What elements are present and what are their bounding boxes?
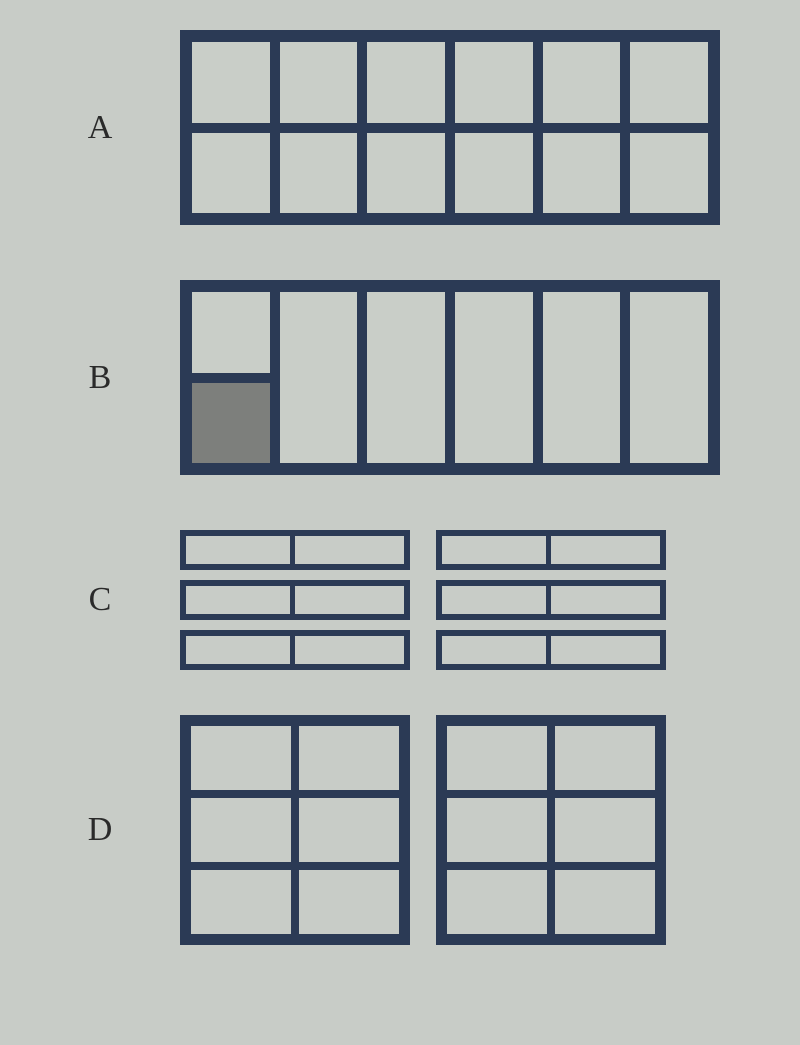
c-row — [180, 530, 410, 570]
c-row — [180, 630, 410, 670]
cell — [275, 128, 363, 219]
c-row — [436, 530, 666, 570]
grid-b — [180, 280, 720, 475]
cell — [295, 866, 403, 938]
cell — [450, 287, 538, 468]
cell — [625, 128, 713, 219]
option-label-b: B — [50, 359, 150, 397]
cell — [442, 636, 551, 664]
cell — [186, 636, 295, 664]
d-grid-2 — [436, 715, 666, 945]
cell — [551, 636, 660, 664]
option-row-c: C — [50, 530, 800, 670]
grid-a — [180, 30, 720, 225]
cell — [625, 287, 713, 468]
cell — [187, 37, 275, 128]
c-row — [436, 580, 666, 620]
diagram-d — [180, 715, 666, 945]
diagram-a — [180, 30, 720, 225]
cell — [362, 128, 450, 219]
cell — [551, 586, 660, 614]
cell — [442, 586, 551, 614]
cell — [443, 794, 551, 866]
cell-b-col1-row1 — [187, 287, 275, 378]
cell — [275, 287, 363, 468]
worksheet-page: A B — [0, 0, 800, 1045]
option-row-d: D — [50, 715, 800, 945]
cell — [295, 586, 404, 614]
cell — [538, 37, 626, 128]
cell — [551, 794, 659, 866]
cell — [538, 287, 626, 468]
c-group-1 — [180, 530, 410, 670]
cell — [538, 128, 626, 219]
cell — [295, 636, 404, 664]
cell — [186, 586, 295, 614]
option-label-d: D — [50, 811, 150, 849]
cell — [275, 37, 363, 128]
d-grid-1 — [180, 715, 410, 945]
cell — [450, 37, 538, 128]
cell — [442, 536, 551, 564]
cell — [186, 536, 295, 564]
group-container-d — [180, 715, 666, 945]
cell — [450, 128, 538, 219]
c-group-2 — [436, 530, 666, 670]
cell — [295, 722, 403, 794]
option-label-a: A — [50, 109, 150, 147]
cell — [362, 287, 450, 468]
cell-b-col1-row2-shaded — [187, 378, 275, 469]
option-label-c: C — [50, 581, 150, 619]
c-row — [180, 580, 410, 620]
cell — [187, 794, 295, 866]
cell — [362, 37, 450, 128]
c-row — [436, 630, 666, 670]
diagram-b — [180, 280, 720, 475]
cell — [187, 722, 295, 794]
cell — [187, 128, 275, 219]
diagram-c — [180, 530, 666, 670]
cell — [443, 866, 551, 938]
cell — [187, 866, 295, 938]
option-row-a: A — [50, 30, 800, 225]
cell — [551, 536, 660, 564]
cell — [551, 866, 659, 938]
cell — [295, 794, 403, 866]
cell — [295, 536, 404, 564]
cell — [625, 37, 713, 128]
option-row-b: B — [50, 280, 800, 475]
cell — [443, 722, 551, 794]
cell — [551, 722, 659, 794]
group-container-c — [180, 530, 666, 670]
